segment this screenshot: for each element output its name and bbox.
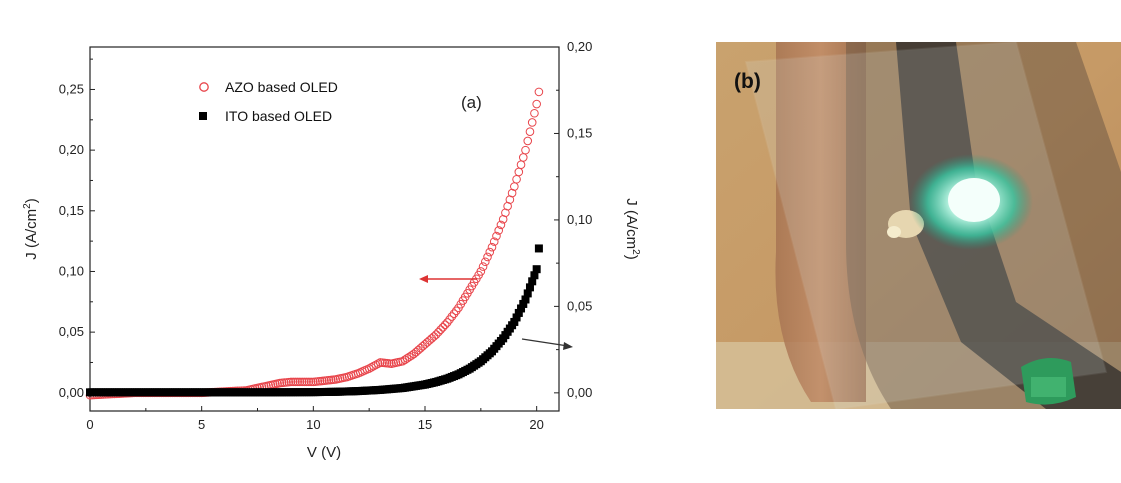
y-left-tick-label: 0,20 [59, 142, 84, 157]
y-left-tick-label: 0,05 [59, 324, 84, 339]
x-tick-label: 0 [86, 417, 93, 432]
y-right-axis-title: J (A/cm2) [623, 198, 641, 259]
y-left-tick-label: 0,00 [59, 385, 84, 400]
x-tick-label: 10 [306, 417, 320, 432]
azo-data-point [533, 100, 541, 108]
y-right-tick-label: 0,20 [567, 39, 592, 54]
panel-label-b: (b) [734, 70, 761, 94]
photo-illustration [716, 42, 1121, 409]
azo-data-point [524, 137, 532, 145]
x-tick-label: 20 [529, 417, 543, 432]
azo-data-point [522, 146, 530, 154]
panel-label-a: (a) [461, 93, 482, 112]
arrow-to-right-axis [522, 339, 573, 350]
azo-data-point [513, 175, 521, 183]
series-azo-oled [86, 88, 543, 399]
legend-azo-marker [200, 83, 208, 91]
azo-data-point [441, 321, 449, 329]
y-right-axis-ticks: 0,00 0,05 0,10 0,15 0,20 [554, 39, 592, 400]
legend-azo-label: AZO based OLED [225, 79, 338, 95]
y-left-tick-label: 0,25 [59, 81, 84, 96]
azo-data-point [535, 88, 543, 96]
x-tick-label: 15 [418, 417, 432, 432]
azo-data-point [517, 161, 525, 169]
y-right-tick-label: 0,10 [567, 212, 592, 227]
azo-data-point [435, 328, 443, 336]
y-left-axis-title: J (A/cm2) [22, 198, 40, 259]
azo-data-point [526, 128, 534, 136]
y-right-tick-label: 0,15 [567, 125, 592, 140]
arrow-to-left-axis [419, 275, 477, 283]
azo-data-point [484, 253, 492, 261]
ito-data-point [533, 265, 541, 273]
azo-data-point [486, 248, 494, 256]
ito-data-point [535, 244, 543, 252]
x-axis-title: V (V) [307, 444, 341, 461]
oled-device-photo: (b) [716, 42, 1121, 409]
azo-data-point [519, 154, 527, 162]
azo-data-point [479, 263, 487, 271]
series-ito-oled [86, 244, 543, 396]
azo-data-point [528, 119, 536, 127]
azo-data-point [511, 183, 519, 191]
y-right-tick-label: 0,05 [567, 298, 592, 313]
y-left-tick-label: 0,15 [59, 203, 84, 218]
legend: AZO based OLED ITO based OLED [199, 79, 338, 124]
legend-ito-marker [199, 112, 207, 120]
azo-data-point [531, 109, 539, 117]
x-axis-ticks: 0 5 10 15 20 [86, 406, 544, 432]
y-left-tick-label: 0,10 [59, 263, 84, 278]
azo-data-point [482, 258, 490, 266]
x-tick-label: 5 [198, 417, 205, 432]
y-right-tick-label: 0,00 [567, 385, 592, 400]
azo-data-point [515, 168, 523, 176]
legend-ito-label: ITO based OLED [225, 108, 332, 124]
